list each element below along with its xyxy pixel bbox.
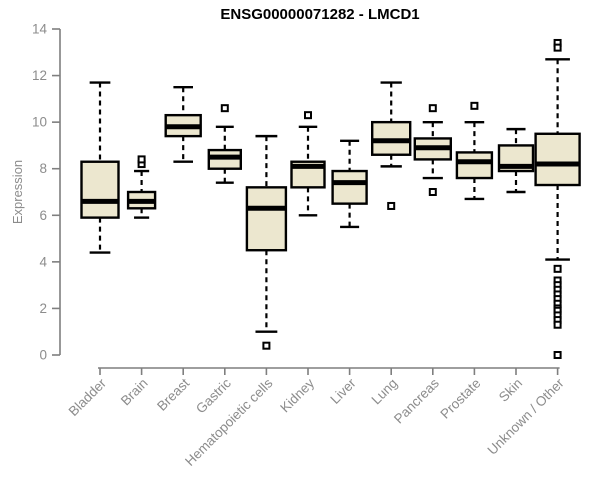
outlier-point	[262, 341, 271, 350]
x-tick-label: Breast	[154, 375, 192, 413]
outlier-point	[428, 188, 437, 196]
outlier-point	[428, 104, 437, 113]
box-group-bladder	[80, 81, 120, 254]
outlier-point	[470, 101, 479, 110]
box-group-kidney	[290, 111, 326, 217]
box-group-hematopoietic-cells	[245, 134, 288, 350]
y-tick-label: 4	[39, 254, 47, 269]
box-group-lung	[371, 81, 412, 210]
iqr-box	[331, 169, 368, 205]
iqr-box	[80, 160, 120, 219]
box-group-gastric	[207, 104, 243, 184]
outlier-point	[220, 104, 229, 113]
x-tick-label: Lung	[368, 376, 400, 408]
y-tick-label: 6	[39, 208, 47, 223]
x-tick-label: Skin	[496, 376, 525, 405]
x-tick-label: Bladder	[66, 375, 110, 419]
y-tick-label: 8	[39, 161, 47, 176]
outlier-point	[387, 201, 396, 210]
outlier-point	[553, 43, 562, 52]
outlier-point	[553, 320, 562, 329]
x-tick-label: Brain	[118, 376, 151, 409]
x-tick-label: Pancreas	[391, 375, 442, 426]
x-tick-label: Unknown / Other	[484, 375, 567, 458]
x-tick-label: Kidney	[277, 375, 317, 415]
box-group-brain	[126, 155, 157, 219]
box-group-breast	[164, 86, 202, 163]
box-group-unknown-other	[534, 38, 581, 359]
x-tick-label: Liver	[327, 375, 359, 407]
outlier-point	[553, 264, 562, 273]
iqr-box	[455, 151, 494, 180]
chart-title: ENSG00000071282 - LMCD1	[220, 6, 420, 23]
x-tick-label: Prostate	[437, 376, 483, 422]
x-tick-label: Gastric	[193, 375, 234, 416]
y-tick-label: 14	[32, 22, 48, 37]
box-group-skin	[497, 127, 535, 194]
iqr-box	[534, 132, 581, 187]
y-tick-label: 2	[39, 301, 47, 316]
outlier-point	[137, 155, 146, 164]
y-tick-label: 0	[39, 348, 47, 363]
y-tick-label: 12	[32, 68, 47, 83]
iqr-box	[245, 186, 288, 252]
box-group-prostate	[455, 101, 494, 201]
outlier-point	[553, 351, 562, 359]
y-tick-label: 10	[32, 115, 47, 130]
box-group-liver	[331, 139, 368, 229]
box-group-pancreas	[413, 104, 452, 196]
outlier-point	[304, 111, 312, 120]
